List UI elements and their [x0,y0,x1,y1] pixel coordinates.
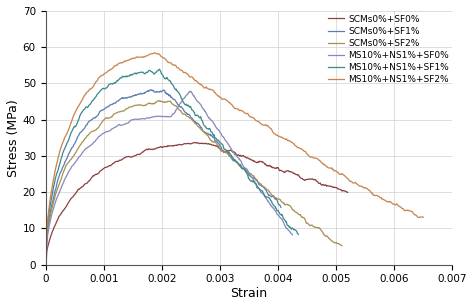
SCMs0%+SF1% [240,166,246,170]
SCMs0%+SF2% [157,99,163,103]
MS10%+NS1%+SF0% [181,97,186,101]
SCMs0%+SF1% [199,126,205,130]
SCMs0%+SF2% [241,168,247,171]
Line: SCMs0%+SF0%: SCMs0%+SF0% [46,142,348,265]
MS10%+NS1%+SF1% [120,75,126,79]
SCMs0%+SF2% [238,165,244,169]
MS10%+NS1%+SF1% [295,232,301,236]
SCMs0%+SF0% [191,141,197,144]
Line: MS10%+NS1%+SF0%: MS10%+NS1%+SF0% [46,91,292,265]
MS10%+NS1%+SF2% [142,55,147,59]
SCMs0%+SF0% [135,153,141,156]
MS10%+NS1%+SF2% [294,145,300,149]
SCMs0%+SF1% [43,263,48,266]
MS10%+NS1%+SF0% [230,150,236,153]
MS10%+NS1%+SF2% [290,141,295,145]
MS10%+NS1%+SF2% [420,215,426,219]
MS10%+NS1%+SF2% [358,184,364,188]
Line: MS10%+NS1%+SF2%: MS10%+NS1%+SF2% [46,53,423,265]
MS10%+NS1%+SF1% [255,186,260,190]
SCMs0%+SF1% [104,105,110,109]
Line: MS10%+NS1%+SF1%: MS10%+NS1%+SF1% [46,69,298,265]
MS10%+NS1%+SF2% [152,51,158,55]
Line: SCMs0%+SF2%: SCMs0%+SF2% [46,101,342,265]
SCMs0%+SF2% [120,109,126,113]
MS10%+NS1%+SF1% [109,82,115,85]
MS10%+NS1%+SF2% [159,55,164,59]
MS10%+NS1%+SF1% [210,132,216,135]
SCMs0%+SF0% [244,156,249,160]
X-axis label: Strain: Strain [230,287,267,300]
SCMs0%+SF0% [122,156,128,160]
MS10%+NS1%+SF0% [261,192,266,196]
Y-axis label: Stress (MPa): Stress (MPa) [7,99,20,177]
SCMs0%+SF1% [201,130,207,134]
SCMs0%+SF1% [148,88,154,91]
SCMs0%+SF0% [345,191,351,194]
SCMs0%+SF0% [43,263,48,266]
Line: SCMs0%+SF1%: SCMs0%+SF1% [46,90,281,265]
MS10%+NS1%+SF1% [140,70,146,74]
MS10%+NS1%+SF0% [146,116,152,120]
MS10%+NS1%+SF0% [232,153,237,156]
SCMs0%+SF1% [278,205,284,209]
SCMs0%+SF2% [339,244,345,247]
Legend: SCMs0%+SF0%, SCMs0%+SF1%, SCMs0%+SF2%, MS10%+NS1%+SF0%, MS10%+NS1%+SF1%, MS10%+N: SCMs0%+SF0%, SCMs0%+SF1%, SCMs0%+SF2%, M… [327,14,450,85]
MS10%+NS1%+SF2% [43,263,48,266]
MS10%+NS1%+SF1% [213,136,219,140]
SCMs0%+SF1% [133,94,139,97]
SCMs0%+SF0% [247,157,253,161]
MS10%+NS1%+SF1% [43,263,48,266]
MS10%+NS1%+SF1% [156,68,162,71]
MS10%+NS1%+SF0% [188,89,194,93]
SCMs0%+SF0% [296,175,302,178]
SCMs0%+SF1% [115,99,120,103]
MS10%+NS1%+SF2% [186,75,192,78]
MS10%+NS1%+SF0% [290,233,295,237]
SCMs0%+SF2% [133,103,139,107]
SCMs0%+SF2% [291,208,296,212]
SCMs0%+SF2% [156,99,162,103]
MS10%+NS1%+SF0% [43,263,48,266]
MS10%+NS1%+SF0% [164,115,169,119]
SCMs0%+SF2% [43,263,48,266]
SCMs0%+SF0% [159,145,164,149]
